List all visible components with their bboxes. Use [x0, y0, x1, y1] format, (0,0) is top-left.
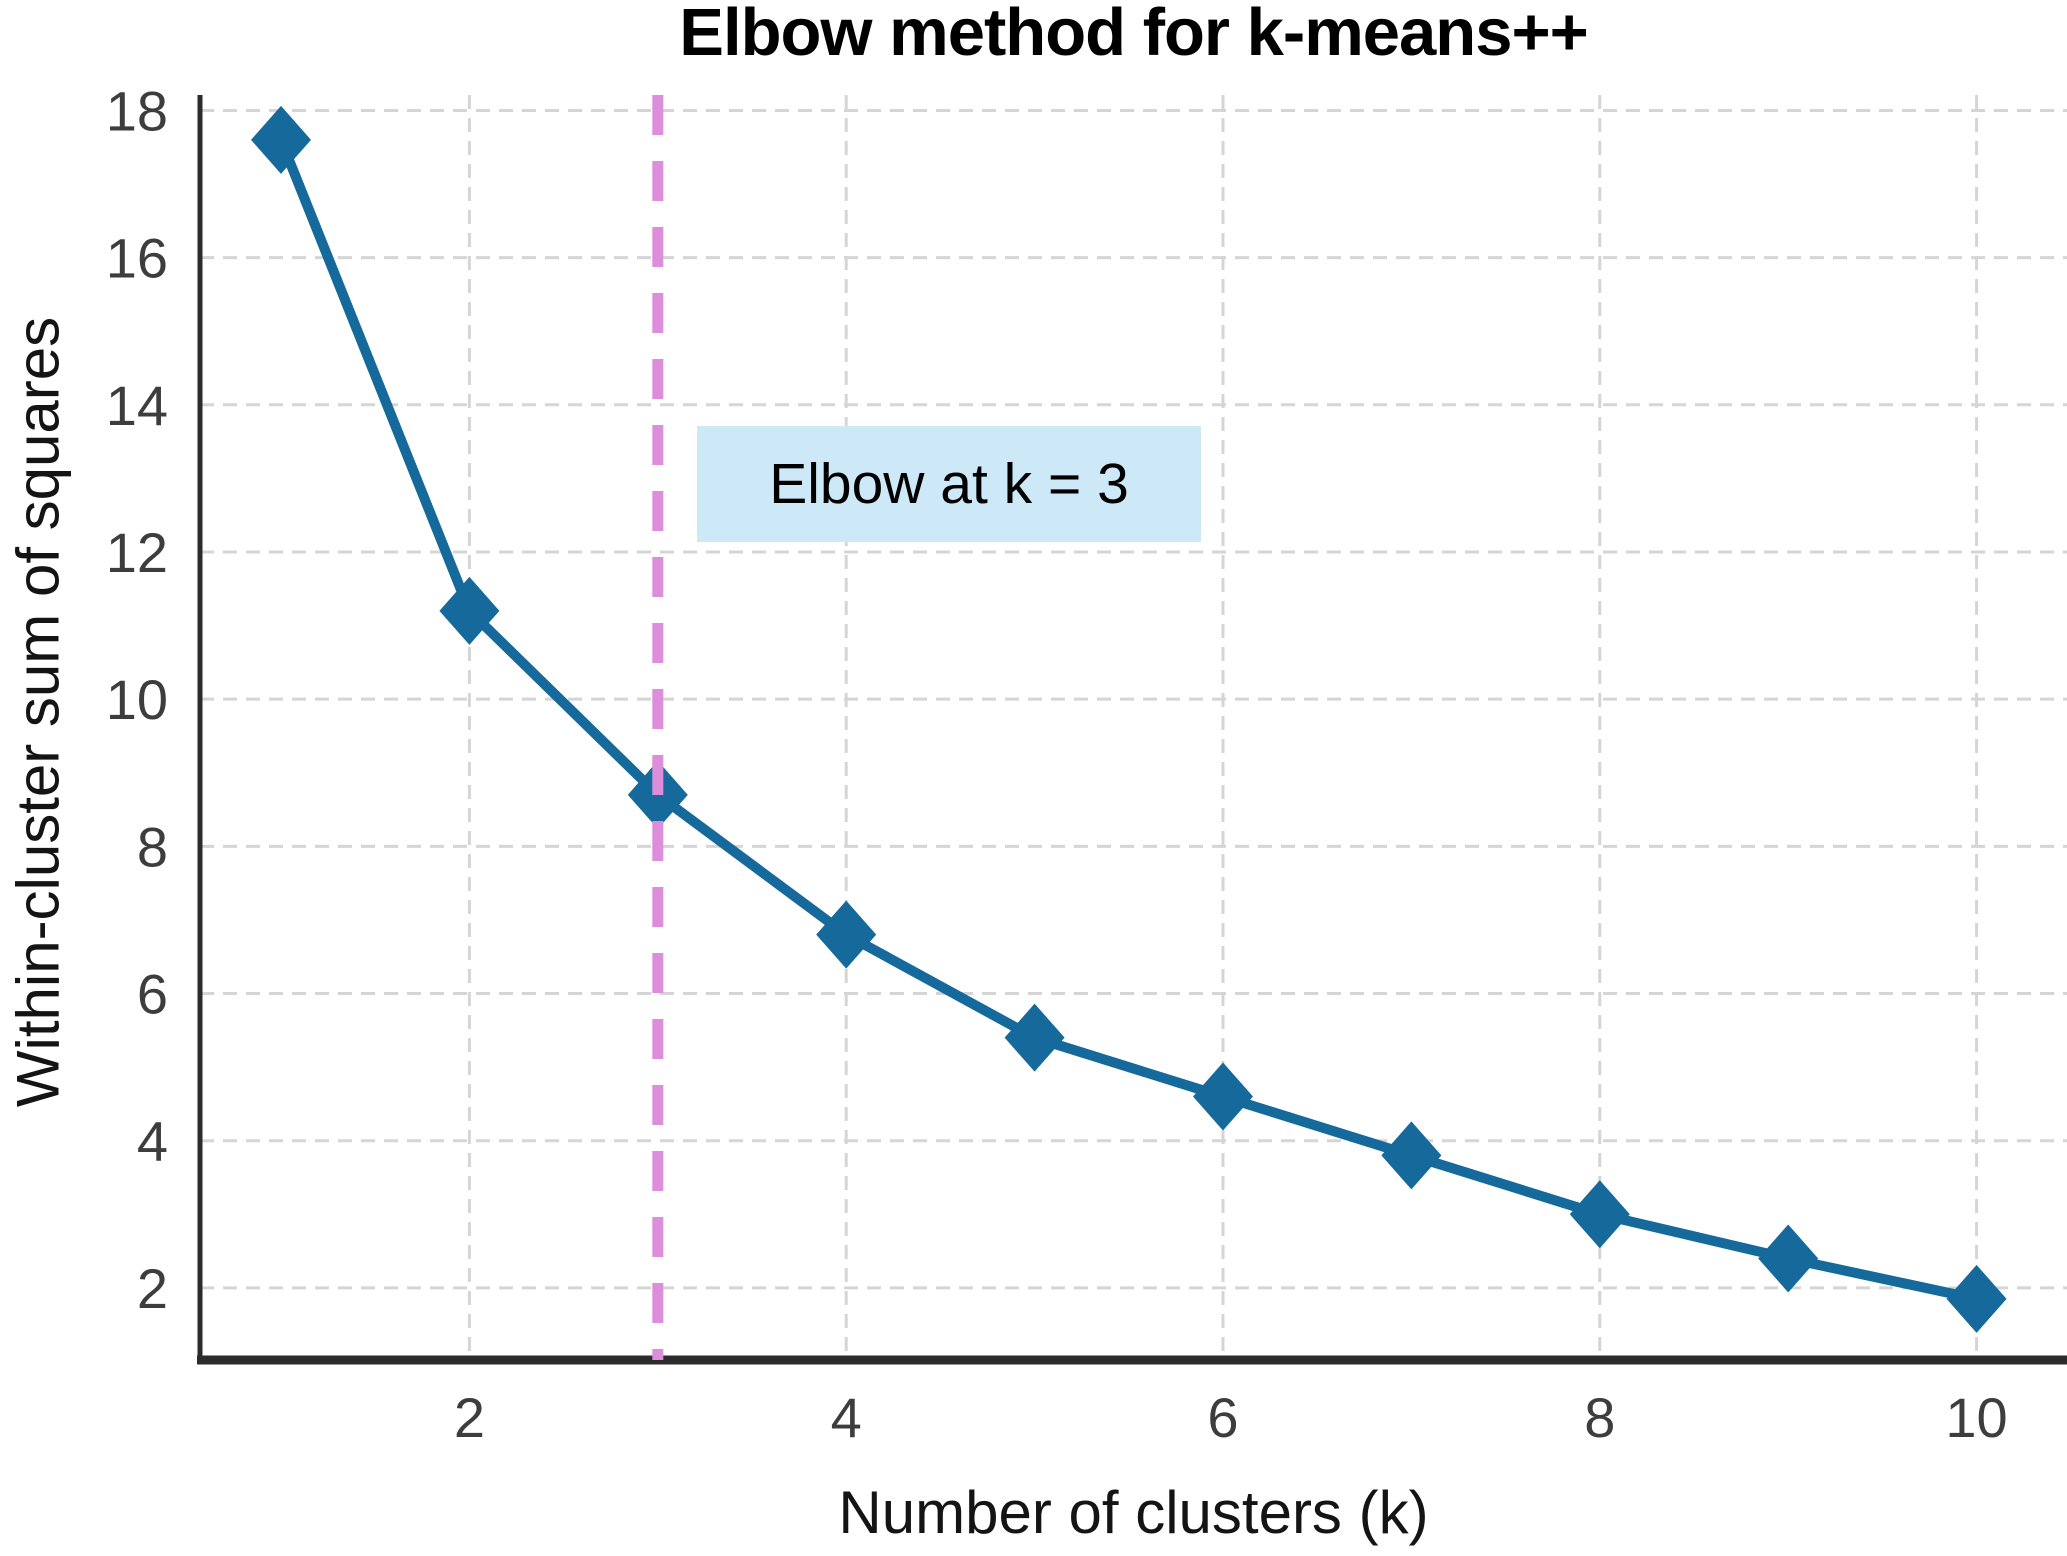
y-tick-label: 8 — [137, 815, 168, 878]
y-tick-label: 2 — [137, 1257, 168, 1320]
wcss-line — [276, 134, 1982, 1304]
data-point-marker — [1946, 1264, 2007, 1333]
x-tick-label: 10 — [1945, 1386, 2007, 1449]
y-tick-label: 12 — [106, 521, 168, 584]
y-axis-label: Within-cluster sum of squares — [4, 316, 72, 1108]
x-tick-label: 2 — [454, 1386, 485, 1449]
y-tick-label: 10 — [106, 668, 168, 731]
elbow-annotation: Elbow at k = 3 — [697, 426, 1201, 542]
data-point-marker — [251, 105, 312, 174]
data-point-marker — [1192, 1062, 1253, 1131]
chart-title: Elbow method for k-means++ — [679, 0, 1588, 70]
data-point-marker — [1004, 1003, 1065, 1072]
y-tick-label: 14 — [106, 374, 168, 437]
x-tick-label: 6 — [1207, 1386, 1238, 1449]
y-tick-label: 16 — [106, 227, 168, 290]
x-axis-label: Number of clusters (k) — [838, 1479, 1429, 1546]
y-tick-label: 6 — [137, 963, 168, 1026]
x-tick-label: 8 — [1584, 1386, 1615, 1449]
x-tick-label: 4 — [831, 1386, 862, 1449]
data-point-marker — [1758, 1224, 1819, 1293]
y-tick-label: 4 — [137, 1110, 168, 1173]
y-tick-label: 18 — [106, 79, 168, 142]
data-point-marker — [439, 576, 500, 645]
data-point-marker — [1381, 1121, 1442, 1190]
data-point-marker — [1569, 1180, 1630, 1249]
data-point-marker — [816, 900, 877, 969]
